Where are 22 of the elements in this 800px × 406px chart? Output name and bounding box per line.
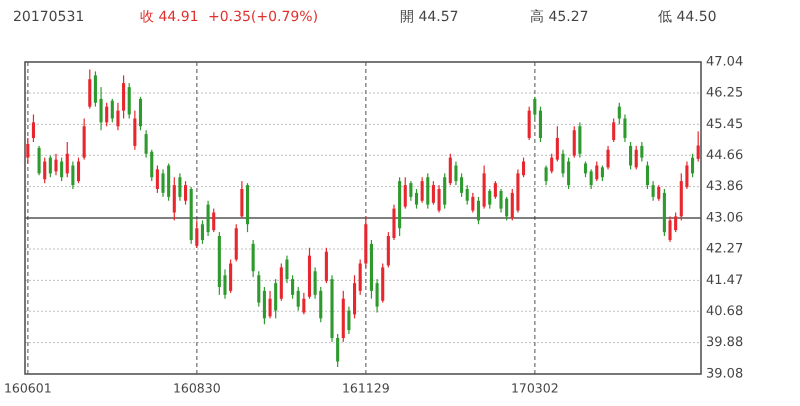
candlestick [66,142,69,178]
text: +0.35(+0.79%) [208,9,318,25]
y-tick-label: 43.06 [706,210,744,226]
chart-title: 20170531 [13,9,84,25]
y-tick-label: 41.47 [706,272,744,288]
y-tick-label: 45.45 [706,116,744,132]
y-tick-label: 43.86 [706,179,744,194]
x-tick-label: 160830 [172,380,221,396]
x-tick-label: 161129 [342,380,390,396]
x-tick-label: 170302 [510,380,559,396]
x-tick-label: 160601 [4,380,52,396]
y-tick-label: 44.66 [706,148,744,163]
y-tick-label: 40.68 [706,304,744,319]
y-tick-label: 46.25 [706,86,744,101]
text: 開 44.57 [400,9,459,25]
text: 低 44.50 [658,9,717,25]
y-tick-label: 39.88 [706,335,744,350]
y-tick-label: 47.04 [706,54,744,70]
y-tick-label: 42.27 [706,242,744,257]
y-tick-label: 39.08 [706,366,744,382]
text: 高 45.27 [530,9,589,25]
text: 收 44.91 [140,9,199,25]
